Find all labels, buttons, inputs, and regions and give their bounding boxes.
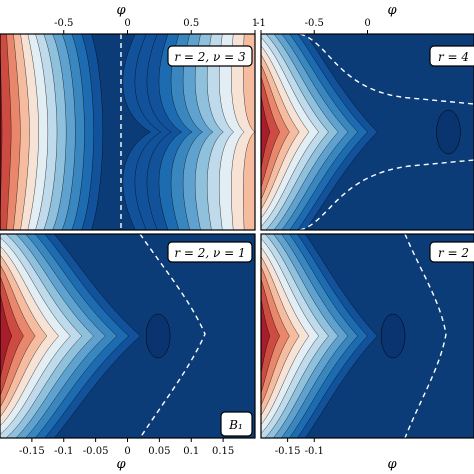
x-tick-label: 0.05: [148, 446, 170, 457]
plot-frame: [260, 233, 474, 439]
x-tick-label: -0.5: [54, 18, 73, 29]
separatrix: [404, 233, 447, 439]
panel-top-right: -1 -0.5 0 φ r = 4: [256, 3, 474, 231]
contour-field: [0, 234, 255, 438]
badge-text: r = 2: [438, 246, 469, 260]
x-tick-label: -0.15: [275, 446, 301, 457]
corner-label-text: B₁: [228, 418, 243, 432]
contour-island: [145, 313, 171, 359]
badge-text: r = 2, ν = 1: [174, 246, 245, 260]
x-axis-bottom: -0.15 -0.1: [275, 438, 324, 457]
contour-field: [261, 234, 474, 438]
parameter-badge: r = 2: [429, 241, 474, 263]
x-axis-label: φ: [387, 457, 397, 472]
x-axis-label: φ: [387, 3, 397, 18]
contour-band: [261, 278, 280, 394]
contour-band: [261, 296, 271, 376]
parameter-badge: r = 2, ν = 3: [167, 45, 253, 67]
x-axis-top: -0.5 0 0.5 1: [54, 18, 258, 34]
panel-bottom-left: -0.15 -0.1 -0.05 0 0.05 0.1 0.15 φ r = 2, ν = …: [0, 233, 256, 472]
contour-island: [380, 313, 406, 359]
x-tick-label: 0.15: [212, 446, 234, 457]
parameter-badge: r = 2, ν = 1: [167, 241, 253, 263]
parameter-badge: r = 4: [429, 45, 474, 67]
x-tick-label: 0: [124, 446, 130, 457]
x-tick-label: 0: [364, 18, 370, 29]
contour-field: [261, 34, 474, 230]
corner-label-badge: B₁: [220, 411, 253, 437]
contour-field: [0, 34, 255, 230]
contour-band: [261, 94, 271, 170]
x-tick-label: 0.1: [183, 446, 199, 457]
x-axis-label: φ: [116, 3, 126, 18]
contour-band: [261, 75, 280, 189]
x-tick-label: 1: [252, 18, 258, 29]
separatrix: [139, 233, 206, 439]
separatrix: [299, 159, 474, 231]
contour-band: [0, 291, 13, 381]
separatrix: [299, 33, 474, 105]
x-tick-label: -1: [256, 18, 266, 29]
x-axis-top: -1 -0.5 0: [256, 18, 371, 34]
contour-island: [436, 109, 461, 155]
x-tick-label: -0.05: [83, 446, 109, 457]
contour-band: [0, 34, 12, 230]
x-tick-label: -0.15: [19, 446, 45, 457]
x-axis-label: φ: [116, 457, 126, 472]
x-tick-label: -0.1: [54, 446, 73, 457]
x-tick-label: 0: [124, 18, 130, 29]
x-axis-bottom: -0.15 -0.1 -0.05 0 0.05 0.1 0.15: [19, 438, 234, 457]
panel-bottom-right: -0.15 -0.1 φ r = 2: [260, 233, 474, 472]
badge-text: r = 4: [438, 50, 469, 64]
x-tick-label: -0.5: [305, 18, 324, 29]
x-tick-label: 0.5: [183, 18, 199, 29]
x-tick-label: -0.1: [305, 446, 324, 457]
badge-text: r = 2, ν = 3: [174, 50, 246, 64]
panel-top-left: -0.5 0 0.5 1 φ r = 2, ν = 3: [0, 3, 258, 231]
